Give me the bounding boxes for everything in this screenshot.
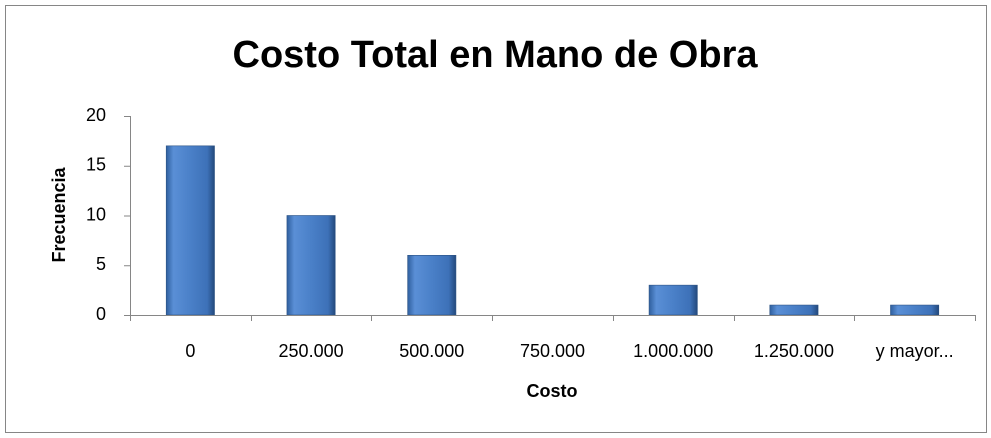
chart-title: Costo Total en Mano de Obra (233, 34, 759, 76)
y-tick-label: 15 (86, 155, 106, 175)
x-tick-label: 1.250.000 (754, 341, 834, 361)
bar (407, 255, 457, 316)
x-axis-label: Costo (527, 381, 578, 401)
x-tick-label: 250.000 (279, 341, 344, 361)
x-tick-label: 750.000 (520, 341, 585, 361)
y-axis-label: Frecuencia (49, 166, 69, 262)
y-tick-label: 20 (86, 105, 106, 125)
y-tick-label: 10 (86, 204, 106, 224)
bar (890, 304, 940, 316)
y-tick-label: 5 (96, 254, 106, 274)
x-tick-label: 0 (185, 341, 195, 361)
x-tick-label: 1.000.000 (633, 341, 713, 361)
bar (165, 145, 215, 316)
y-tick-label: 0 (96, 304, 106, 324)
x-tick-label: y mayor... (876, 341, 954, 361)
bar (769, 304, 819, 316)
bar (286, 215, 336, 316)
x-tick-label: 500.000 (399, 341, 464, 361)
bar (648, 284, 698, 316)
